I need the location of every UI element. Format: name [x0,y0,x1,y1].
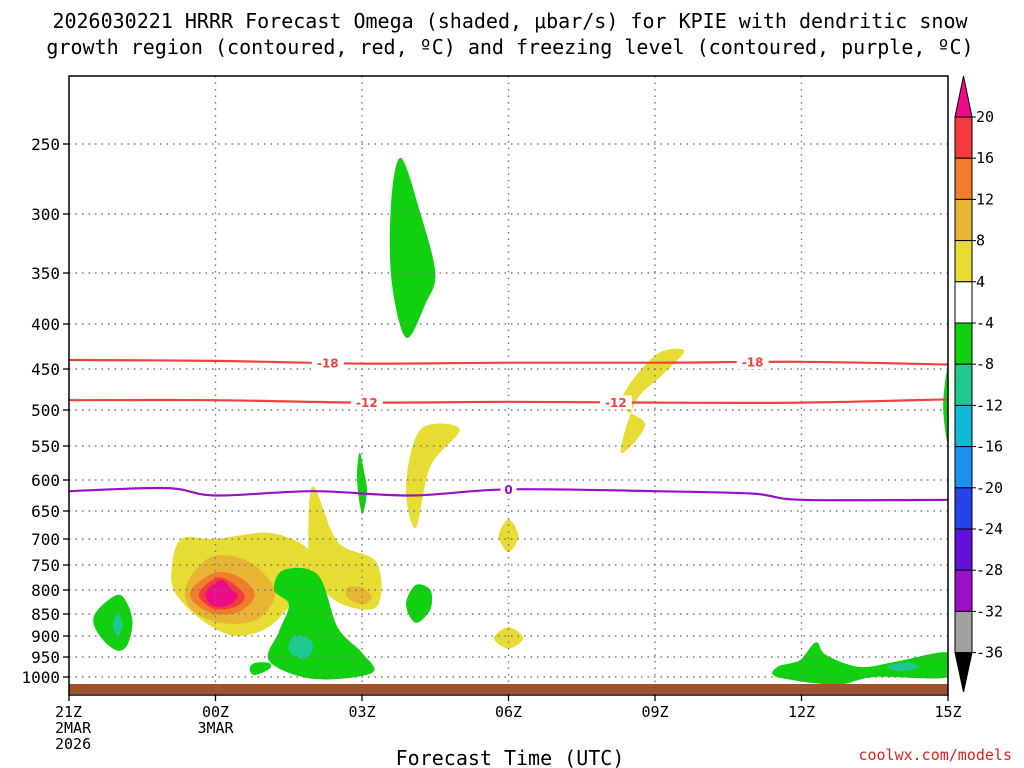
contour-label-bg [736,355,769,370]
chart-title-line-2: growth region (contoured, red, ºC) and f… [46,35,973,59]
contour-line--12 [68,398,949,405]
omega-region-up-4-9 [493,627,524,649]
omega-region-down-4-14 [249,662,272,675]
contour-line--18 [68,358,949,366]
x-tick-label-03Z: 03Z [348,703,375,721]
colorbar-label--36: -36 [976,644,1003,662]
omega-region-down-4-11 [389,157,436,338]
x-tick-label-06Z: 06Z [495,703,522,721]
y-tick-label-600: 600 [31,471,60,490]
x-tick-label-09Z: 09Z [641,703,668,721]
colorbar-bin--20-to--24 [954,487,973,530]
colorbar-label--12: -12 [976,396,1003,414]
colorbar-label--8: -8 [976,355,994,373]
colorbar-label-8: 8 [976,232,985,250]
omega-region-down-8-18 [288,635,314,660]
colorbar-label-16: 16 [976,149,994,167]
contour-label-bg [599,395,632,410]
colorbar-bin--24-to--28 [954,528,973,571]
y-tick-label-450: 450 [31,360,60,379]
colorbar-label--20: -20 [976,479,1003,497]
colorbar-bin--12-to--16 [954,404,973,448]
colorbar-label--24: -24 [976,520,1003,538]
contour-line-0 [68,486,949,502]
chart-title-line-1: 2026030221 HRRR Forecast Omega (shaded, … [52,9,968,33]
y-tick-label-750: 750 [31,556,60,575]
x-axis-label: Forecast Time (UTC) [396,746,625,768]
colorbar-bin--4-to--8 [954,322,973,365]
ground-layer [69,684,948,694]
colorbar: 20 16 12 8 4 -4 -8 -12 -16 -20 -24 -28 -32 -36 [954,75,1003,693]
y-tick-label-250: 250 [31,135,60,154]
x-tick-sublabel-2MAR: 2MAR [55,719,92,737]
colorbar-label-12: 12 [976,190,994,208]
colorbar-bin--32-to--36 [954,610,973,654]
contour-label-bg [350,395,383,410]
omega-region-up-4-8 [498,519,519,552]
colorbar-top-arrow [954,75,973,118]
contour-layer: -18 -18 -12 -12 0 [68,355,949,502]
x-tick-sublabel-2026: 2026 [55,735,91,753]
contour-label-bg [500,482,517,497]
x-tick-label-00Z: 00Z [202,703,229,721]
colorbar-bin-4-to--4 [954,281,973,324]
y-tick-label-850: 850 [31,605,60,624]
colorbar-label-20: 20 [976,108,994,126]
colorbar-bin-12-to-8 [954,198,973,242]
x-tick-label-15Z: 15Z [934,703,961,721]
omega-region-up-4-7 [405,423,460,529]
omega-region-down-4-13 [406,584,433,623]
colorbar-bin-16-to-12 [954,157,973,200]
colorbar-bin--28-to--32 [954,569,973,612]
omega-region-up-20-4 [205,579,238,608]
y-tick-label-350: 350 [31,264,60,283]
x-tick-label-12Z: 12Z [788,703,815,721]
colorbar-label--32: -32 [976,602,1003,620]
colorbar-bottom-arrow [954,652,973,693]
y-axis: 250 300 350 400 450 500 550 600 650 700 750 800 850 9… [21,135,69,687]
omega-region-down-8-16 [113,614,123,636]
colorbar-label-4: 4 [976,273,985,291]
y-tick-label-900: 900 [31,627,60,646]
omega-region-down-4-21 [943,368,948,444]
y-tick-label-550: 550 [31,437,60,456]
colorbar-label--16: -16 [976,438,1003,456]
contour-label-0-0: 0 [504,483,512,497]
contour-label--18-1: -18 [742,356,764,370]
colorbar-label--28: -28 [976,561,1003,579]
omega-shading-layer [93,157,948,685]
y-tick-label-1000: 1000 [21,668,60,687]
omega-region-up-4-5 [308,486,382,610]
colorbar-bin-8-to-4 [954,240,973,283]
colorbar-bin--16-to--20 [954,446,973,489]
contour-label--12-0: -12 [356,396,378,410]
omega-region-up-4-10 [620,348,685,454]
contour-label--12-1: -12 [605,396,627,410]
omega-region-down-4-12 [357,452,367,514]
y-tick-label-800: 800 [31,581,60,600]
omega-region-down-8-20 [887,662,919,672]
contour-label-bg [311,355,344,370]
colorbar-bin-20-to-16 [954,116,973,159]
y-tick-label-700: 700 [31,530,60,549]
omega-region-down-4-15 [93,594,133,651]
contour-label--18-0: -18 [317,356,339,370]
colorbar-label--4: -4 [976,314,994,332]
y-tick-label-650: 650 [31,502,60,521]
omega-region-up-8-6 [345,586,372,605]
y-tick-label-300: 300 [31,205,60,224]
ground-surface [69,684,948,694]
colorbar-bin--8-to--12 [954,363,973,406]
y-tick-label-500: 500 [31,401,60,420]
x-tick-sublabel-3MAR: 3MAR [197,719,234,737]
x-tick-label-21Z: 21Z [55,703,82,721]
y-tick-label-400: 400 [31,315,60,334]
omega-region-down-4-19 [772,642,948,685]
credit-link[interactable]: coolwx.com/models [858,746,1012,764]
y-tick-label-950: 950 [31,648,60,667]
